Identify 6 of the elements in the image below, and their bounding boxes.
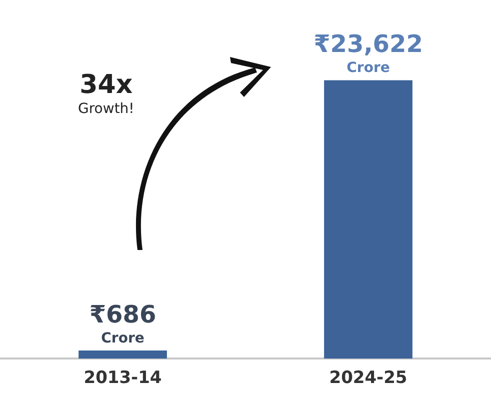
annotation: 34x	[78, 70, 134, 100]
x-tick-label: 2024-25	[329, 368, 408, 388]
data-label: ₹686 Crore	[89, 300, 156, 347]
annotation: Growth!	[78, 100, 134, 118]
data-label: ₹23,622 Crore	[314, 30, 423, 76]
x-tick-label: 2013-14	[84, 368, 162, 388]
